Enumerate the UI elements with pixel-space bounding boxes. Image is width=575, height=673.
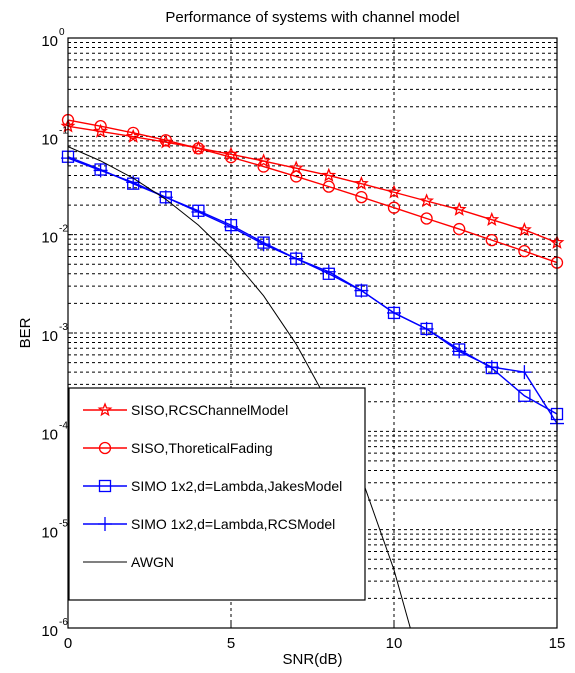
plus-marker [191,205,206,220]
circle-marker [485,233,498,247]
y-tick-exponent: -5 [59,519,68,530]
legend: SISO,RCSChannelModel SISO,ThoreticalFadin… [68,387,366,601]
plus-marker [517,365,532,380]
y-axis-label: BER [17,317,34,348]
circle-marker [127,126,140,139]
circle-marker [94,120,107,133]
legend-label: SIMO 1x2,d=Lambda,RCSModel [131,516,335,532]
star-marker [125,128,141,143]
chart-title: Performance of systems with channel mode… [165,9,459,26]
circle-marker [322,180,335,193]
star-marker [321,167,337,182]
plus-marker [224,219,238,234]
star-marker [158,134,174,149]
star-marker [451,201,467,216]
star-marker [97,402,113,417]
plus-marker [98,517,112,531]
y-tick-label: 10 [41,426,58,443]
series-1 [61,113,564,269]
star-marker [516,222,532,237]
circle-marker [355,190,368,204]
series-0 [60,118,565,249]
series-line [67,146,411,629]
circle-marker [290,170,303,183]
series-line [67,125,558,244]
star-marker [353,175,369,190]
circle-marker [192,142,205,155]
series-2 [61,150,564,421]
legend-item-4: AWGN [83,554,174,570]
legend-item-2: SIMO 1x2,d=Lambda,JakesModel [83,478,342,494]
legend-box [68,387,366,601]
y-tick-exponent: -6 [59,617,68,628]
y-tick-label: 10 [41,525,58,542]
plus-marker [321,264,336,279]
star-marker [386,184,402,199]
circle-marker [224,151,238,164]
y-tick-exponent: -3 [59,322,68,333]
x-tick-label: 5 [227,635,235,652]
series-line [67,156,558,415]
y-tick-exponent: -4 [59,420,68,431]
legend-label: SIMO 1x2,d=Lambda,JakesModel [131,478,342,494]
legend-item-0: SISO,RCSChannelModel [83,402,288,418]
x-tick-label: 10 [386,635,403,652]
circle-marker [420,212,433,225]
y-tick-label: 10 [41,33,58,50]
plus-marker [93,163,108,178]
y-tick-exponent: -1 [59,125,68,136]
square-marker [98,479,112,493]
circle-marker [453,222,466,236]
star-marker [484,211,500,226]
series-3 [61,151,564,431]
plus-marker [484,360,499,375]
circle-marker [98,441,112,455]
circle-marker [518,244,531,258]
y-tick-exponent: -2 [59,224,68,235]
series-line [67,157,558,424]
star-marker [419,193,435,208]
y-tick-label: 10 [41,328,58,345]
x-tick-label: 0 [64,635,72,652]
grid-layer [68,38,557,628]
plus-marker [256,237,271,252]
series-line [67,119,558,264]
legend-item-1: SISO,ThoreticalFading [83,440,273,456]
legend-label: AWGN [131,554,174,570]
star-marker [256,153,272,168]
y-tick-exponent: 0 [59,27,65,38]
plus-marker [452,344,467,359]
legend-item-3: SIMO 1x2,d=Lambda,RCSModel [83,516,335,532]
square-marker [518,389,531,402]
circle-marker [159,134,172,147]
y-tick-label: 10 [41,623,58,640]
circle-marker [257,160,270,173]
plus-marker [354,283,369,298]
circle-marker [387,201,401,214]
legend-label: SISO,ThoreticalFading [131,440,273,456]
x-axis-label: SNR(dB) [282,651,342,668]
series-4 [67,146,411,629]
plus-marker [158,190,173,205]
series-layer [60,113,565,629]
plus-marker [387,305,401,320]
plus-marker [419,321,434,336]
x-tick-label: 15 [549,635,566,652]
star-marker [190,140,206,155]
y-tick-label: 10 [41,230,58,247]
plus-marker [289,251,304,266]
legend-label: SISO,RCSChannelModel [131,402,288,418]
y-tick-label: 10 [41,131,58,148]
